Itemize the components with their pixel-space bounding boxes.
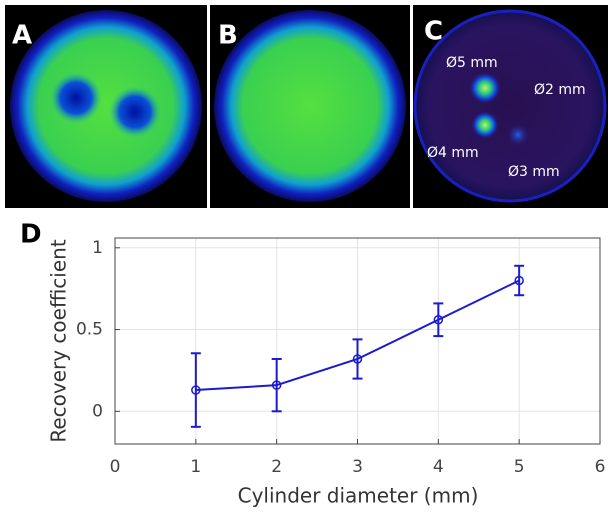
hot-spot	[506, 123, 530, 147]
y-tick-label: 0.5	[76, 320, 103, 340]
marker	[191, 385, 201, 395]
x-tick-label: 4	[433, 457, 444, 477]
panel-label: D	[20, 220, 42, 250]
x-tick-label: 0	[110, 457, 121, 477]
y-tick-label: 0	[92, 401, 103, 421]
y-tick-label: 1	[92, 238, 103, 258]
panel-label: A	[12, 21, 32, 51]
x-tick-label: 2	[271, 457, 282, 477]
phantom	[214, 10, 406, 202]
phantom	[413, 9, 607, 203]
annotation: Ø3 mm	[508, 164, 560, 180]
annotation: Ø2 mm	[534, 82, 586, 98]
cold-spot	[109, 86, 161, 138]
hot-spot	[469, 72, 501, 104]
x-axis-label: Cylinder diameter (mm)	[238, 484, 479, 508]
x-tick-label: 6	[595, 457, 606, 477]
marker	[271, 380, 282, 390]
panel-label: B	[218, 21, 238, 51]
hot-spot	[471, 111, 499, 139]
x-tick-label: 3	[352, 457, 363, 477]
annotation: Ø5 mm	[446, 55, 498, 71]
annotation: Ø4 mm	[427, 145, 479, 161]
x-tick-label: 5	[514, 457, 525, 477]
x-tick-label: 1	[190, 457, 201, 477]
marker	[352, 354, 363, 364]
y-axis-label: Recovery coefficient	[47, 239, 71, 442]
phantom	[10, 10, 202, 202]
marker	[433, 314, 444, 325]
marker	[514, 275, 524, 286]
panel-label: C	[424, 17, 443, 47]
cold-spot	[50, 72, 102, 124]
axes-frame	[114, 237, 601, 445]
